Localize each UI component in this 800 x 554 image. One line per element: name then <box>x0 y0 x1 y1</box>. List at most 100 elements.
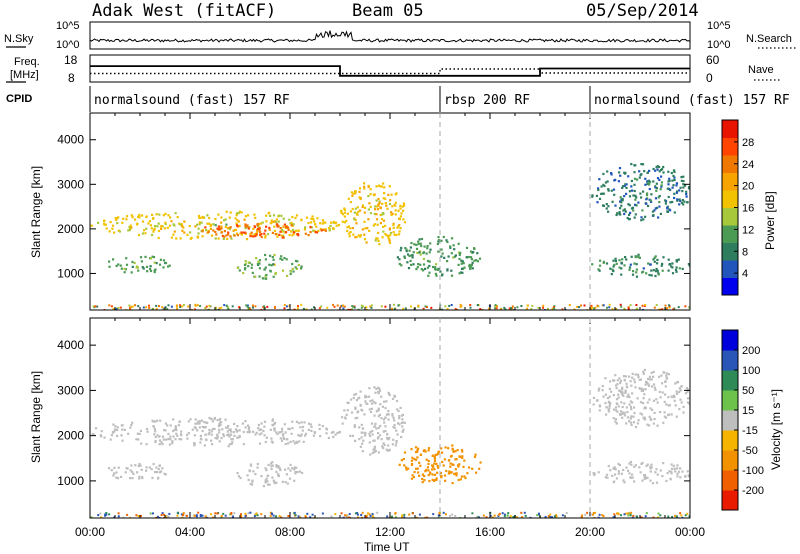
heatmap-cell <box>253 213 256 216</box>
heatmap-cell <box>668 187 671 190</box>
heatmap-cell <box>172 418 175 421</box>
heatmap-cell <box>472 251 475 254</box>
heatmap-cell <box>154 420 157 423</box>
heatmap-cell <box>231 438 234 441</box>
heatmap-cell <box>634 464 637 467</box>
heatmap-cell <box>388 227 391 230</box>
heatmap-cell <box>353 425 356 429</box>
heatmap-cell <box>136 222 139 225</box>
cpid-label: CPID <box>6 93 32 105</box>
heatmap-cell <box>284 481 287 484</box>
heatmap-cell <box>168 264 171 267</box>
heatmap-cell <box>135 438 138 441</box>
heatmap-cell <box>403 256 406 259</box>
heatmap-cell <box>249 235 252 238</box>
heatmap-cell <box>678 391 681 394</box>
heatmap-cell <box>682 405 685 408</box>
heatmap-cell <box>638 170 641 173</box>
heatmap-cell <box>403 421 406 424</box>
heatmap-cell <box>312 229 315 232</box>
heatmap-cell <box>311 215 314 218</box>
heatmap-cell <box>647 204 650 208</box>
heatmap-cell <box>129 516 132 518</box>
heatmap-cell <box>631 372 634 375</box>
heatmap-cell <box>583 304 586 307</box>
heatmap-cell <box>359 403 362 407</box>
heatmap-cell <box>393 426 396 429</box>
heatmap-cell <box>615 387 618 390</box>
heatmap-cell <box>347 197 350 200</box>
heatmap-cell <box>272 263 275 266</box>
heatmap-cell <box>138 463 141 466</box>
heatmap-cell <box>675 515 678 518</box>
heatmap-cell <box>422 252 425 255</box>
heatmap-cell <box>644 304 647 306</box>
heatmap-cell <box>199 434 202 437</box>
heatmap-cell <box>273 423 276 426</box>
heatmap-cell <box>612 265 615 268</box>
heatmap-cell <box>210 439 213 442</box>
heatmap-cell <box>179 304 182 307</box>
heatmap-cell <box>354 439 357 442</box>
heatmap-cell <box>127 229 130 232</box>
heatmap-cell <box>100 516 103 518</box>
power-colorbar-label: Power [dB] <box>763 191 777 250</box>
heatmap-cell <box>361 450 364 453</box>
heatmap-cell <box>220 515 223 517</box>
heatmap-cell <box>431 468 434 471</box>
heatmap-cell <box>217 213 220 216</box>
heatmap-cell <box>114 217 117 220</box>
heatmap-cell <box>353 218 356 221</box>
heatmap-cell <box>403 221 407 224</box>
heatmap-cell <box>450 274 454 277</box>
heatmap-cell <box>216 419 219 422</box>
heatmap-cell <box>633 378 636 381</box>
heatmap-cell <box>181 516 184 518</box>
heatmap-cell <box>664 380 667 383</box>
heatmap-cell <box>137 305 140 308</box>
heatmap-cell <box>216 433 219 436</box>
heatmap-cell <box>653 260 656 263</box>
heatmap-cell <box>158 439 162 442</box>
heatmap-cell <box>594 511 597 514</box>
heatmap-cell <box>420 268 423 271</box>
heatmap-cell <box>228 228 232 231</box>
heatmap-cell <box>237 475 241 478</box>
heatmap-cell <box>619 200 622 203</box>
heatmap-cell <box>247 265 250 268</box>
heatmap-cell <box>247 478 250 481</box>
heatmap-cell <box>602 183 605 186</box>
heatmap-cell <box>156 225 159 228</box>
heatmap-cell <box>214 512 217 515</box>
cpid-segment-label: rbsp 200 RF <box>444 93 530 108</box>
heatmap-cell <box>121 221 124 224</box>
heatmap-cell <box>635 255 639 258</box>
heatmap-cell <box>112 423 115 426</box>
heatmap-cell <box>391 413 394 416</box>
heatmap-cell <box>627 469 630 472</box>
heatmap-cell <box>240 513 242 516</box>
heatmap-cell <box>666 210 669 213</box>
heatmap-cell <box>154 435 157 439</box>
heatmap-cell <box>394 204 397 207</box>
heatmap-cell <box>658 170 661 173</box>
heatmap-cell <box>281 434 285 437</box>
heatmap-cell <box>633 177 637 180</box>
heatmap-cell <box>300 267 303 270</box>
heatmap-cell <box>259 234 262 237</box>
heatmap-cell <box>391 307 393 310</box>
heatmap-cell <box>277 465 280 468</box>
heatmap-cell <box>115 218 118 222</box>
heatmap-cell <box>628 462 631 465</box>
heatmap-cell <box>214 237 217 240</box>
heatmap-cell <box>135 514 138 517</box>
heatmap-cell <box>281 269 285 272</box>
heatmap-cell <box>664 385 667 388</box>
heatmap-cell <box>255 512 258 515</box>
y-tick-label: 1000 <box>57 474 84 488</box>
heatmap-cell <box>473 259 476 262</box>
heatmap-cell <box>196 235 199 238</box>
heatmap-cell <box>396 433 399 436</box>
heatmap-cell <box>489 514 492 517</box>
heatmap-cell <box>272 479 275 482</box>
